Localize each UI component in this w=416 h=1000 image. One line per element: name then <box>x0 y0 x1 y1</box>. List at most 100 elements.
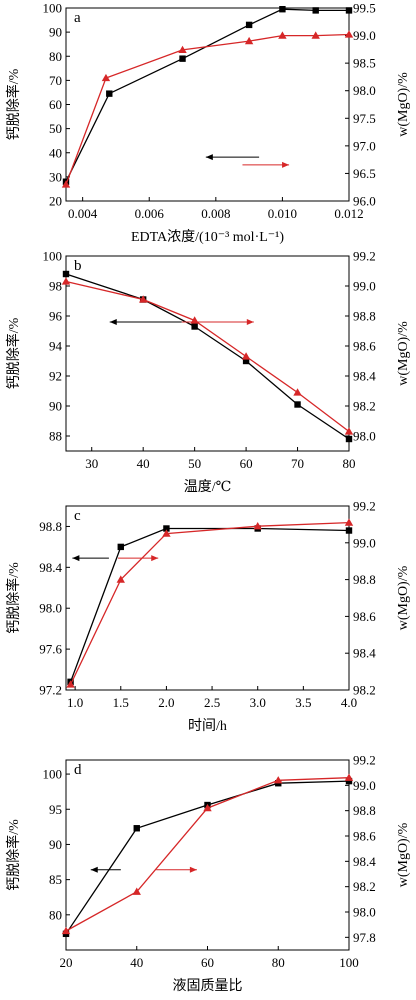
chart-panels: 0.004 0.006 0.008 0.010 0.012 20 30 40 50 60 70 80 9… <box>5 1 411 995</box>
x-tick-label: 2.0 <box>158 695 174 710</box>
panel-label: c <box>74 508 81 524</box>
arrow-head <box>205 154 213 161</box>
y-right-tick-label: 99.0 <box>353 535 376 550</box>
y-right-tick-label: 99.2 <box>353 499 376 514</box>
y-left-tick-label: 90 <box>49 837 62 852</box>
y-right-tick-label: 98.6 <box>353 609 376 624</box>
arrow-head <box>246 319 254 325</box>
data-point-triangle <box>344 773 354 781</box>
data-point-triangle <box>203 803 212 812</box>
data-point-triangle <box>138 295 148 303</box>
y-left-tick-label: 90 <box>49 25 62 40</box>
data-point-square <box>345 435 353 443</box>
y-left-tick-label: 95 <box>49 802 62 817</box>
x-tick-label: 0.006 <box>135 206 165 221</box>
y-right-tick-label: 97.5 <box>353 111 376 126</box>
y-left-tick-label: 50 <box>49 121 62 136</box>
arrow-head <box>282 161 290 168</box>
y-left-tick-label: 90 <box>49 399 62 414</box>
y-left-tick-label: 88 <box>49 429 62 444</box>
y-right-tick-label: 99.0 <box>353 279 376 294</box>
y-right-tick-label: 98.8 <box>353 309 376 324</box>
data-point-square <box>163 525 170 532</box>
chart-panel-b: 30 40 50 60 70 80 88 90 92 94 96 98 100 98.0 98.2 98.4 9… <box>5 249 411 496</box>
x-tick-label: 0.004 <box>68 206 98 221</box>
y-right-tick-label: 97.0 <box>353 138 376 153</box>
y-right-tick-label: 99.2 <box>353 249 376 264</box>
data-point-triangle <box>116 575 125 583</box>
x-tick-label: 100 <box>339 955 359 970</box>
mgo-content-line <box>65 777 350 932</box>
y-left-tick-label: 80 <box>49 907 62 922</box>
x-axis-label: EDTA浓度/(10⁻³ mol·L⁻¹) <box>131 229 284 245</box>
data-point-triangle <box>278 31 287 39</box>
data-point-square <box>312 7 319 14</box>
chart-panel-d: 20 40 60 80 100 80 85 90 95 100 97.8 98.0 98.2 98.4 98… <box>5 753 411 995</box>
x-axis-label: 液固质量比 <box>173 978 243 994</box>
y-right-axis-label: w(MgO)/% <box>396 321 411 386</box>
panel-label: d <box>74 762 82 778</box>
x-tick-label: 60 <box>240 456 253 471</box>
y-right-tick-label: 98.0 <box>353 905 376 920</box>
y-left-tick-label: 60 <box>49 97 62 112</box>
arrow-head <box>151 555 159 562</box>
y-right-tick-label: 98.6 <box>353 829 376 844</box>
y-left-tick-label: 97.6 <box>39 642 62 657</box>
x-tick-label: 40 <box>130 955 143 970</box>
x-tick-label: 4.0 <box>341 695 357 710</box>
data-point-triangle <box>253 522 262 530</box>
x-tick-label: 70 <box>291 456 304 471</box>
data-point-square <box>179 55 186 62</box>
y-right-tick-label: 96.0 <box>353 194 376 209</box>
y-right-tick-label: 98.8 <box>353 803 376 818</box>
y-left-tick-label: 92 <box>49 369 62 384</box>
data-point-square <box>106 90 113 97</box>
data-point-square <box>191 323 198 330</box>
data-point-square <box>133 825 140 832</box>
y-left-axis-label: 钙脱除率/% <box>5 562 22 634</box>
y-left-tick-label: 20 <box>49 194 62 209</box>
arrow-head <box>72 555 80 562</box>
x-tick-label: 0.012 <box>334 206 363 221</box>
data-point-triangle <box>132 887 141 895</box>
y-right-tick-label: 98.0 <box>353 429 376 444</box>
y-left-tick-label: 70 <box>49 73 62 88</box>
y-left-tick-label: 40 <box>49 145 62 160</box>
data-point-triangle <box>344 518 354 526</box>
arrow-head <box>109 319 117 325</box>
mgo-content-line <box>65 280 350 433</box>
arrow-head <box>189 866 197 873</box>
y-right-axis-label: w(MgO)/% <box>396 72 411 137</box>
y-right-tick-label: 98.8 <box>353 572 376 587</box>
y-left-tick-label: 80 <box>49 49 62 64</box>
y-right-tick-label: 98.0 <box>353 83 376 98</box>
y-right-tick-label: 97.8 <box>353 930 376 945</box>
data-point-triangle <box>61 926 71 935</box>
x-axis-label: 时间/h <box>188 718 227 734</box>
x-tick-label: 0.008 <box>201 206 230 221</box>
data-point-square <box>345 527 353 534</box>
y-right-tick-label: 99.2 <box>353 753 376 768</box>
x-tick-label: 30 <box>85 456 98 471</box>
data-point-triangle <box>61 180 71 188</box>
y-left-tick-label: 98.4 <box>39 560 62 575</box>
x-tick-label: 50 <box>188 456 201 471</box>
x-tick-label: 1.0 <box>67 695 83 710</box>
y-right-axis-label: w(MgO)/% <box>396 822 411 887</box>
data-point-triangle <box>61 277 71 285</box>
x-tick-label: 80 <box>272 955 285 970</box>
data-point-triangle <box>66 680 75 688</box>
mgo-content-line <box>65 33 350 185</box>
y-left-tick-label: 100 <box>43 767 63 782</box>
panel-label: b <box>74 258 82 274</box>
data-point-square <box>245 21 253 29</box>
y-right-axis-label: w(MgO)/% <box>396 565 411 630</box>
y-left-axis-label: 钙脱除率/% <box>5 68 22 140</box>
y-right-tick-label: 98.5 <box>353 56 376 71</box>
x-tick-label: 40 <box>137 456 150 471</box>
plot-frame <box>65 505 350 691</box>
y-right-tick-label: 98.2 <box>353 879 376 894</box>
data-point-square <box>279 6 286 13</box>
panel-label: a <box>74 10 81 26</box>
